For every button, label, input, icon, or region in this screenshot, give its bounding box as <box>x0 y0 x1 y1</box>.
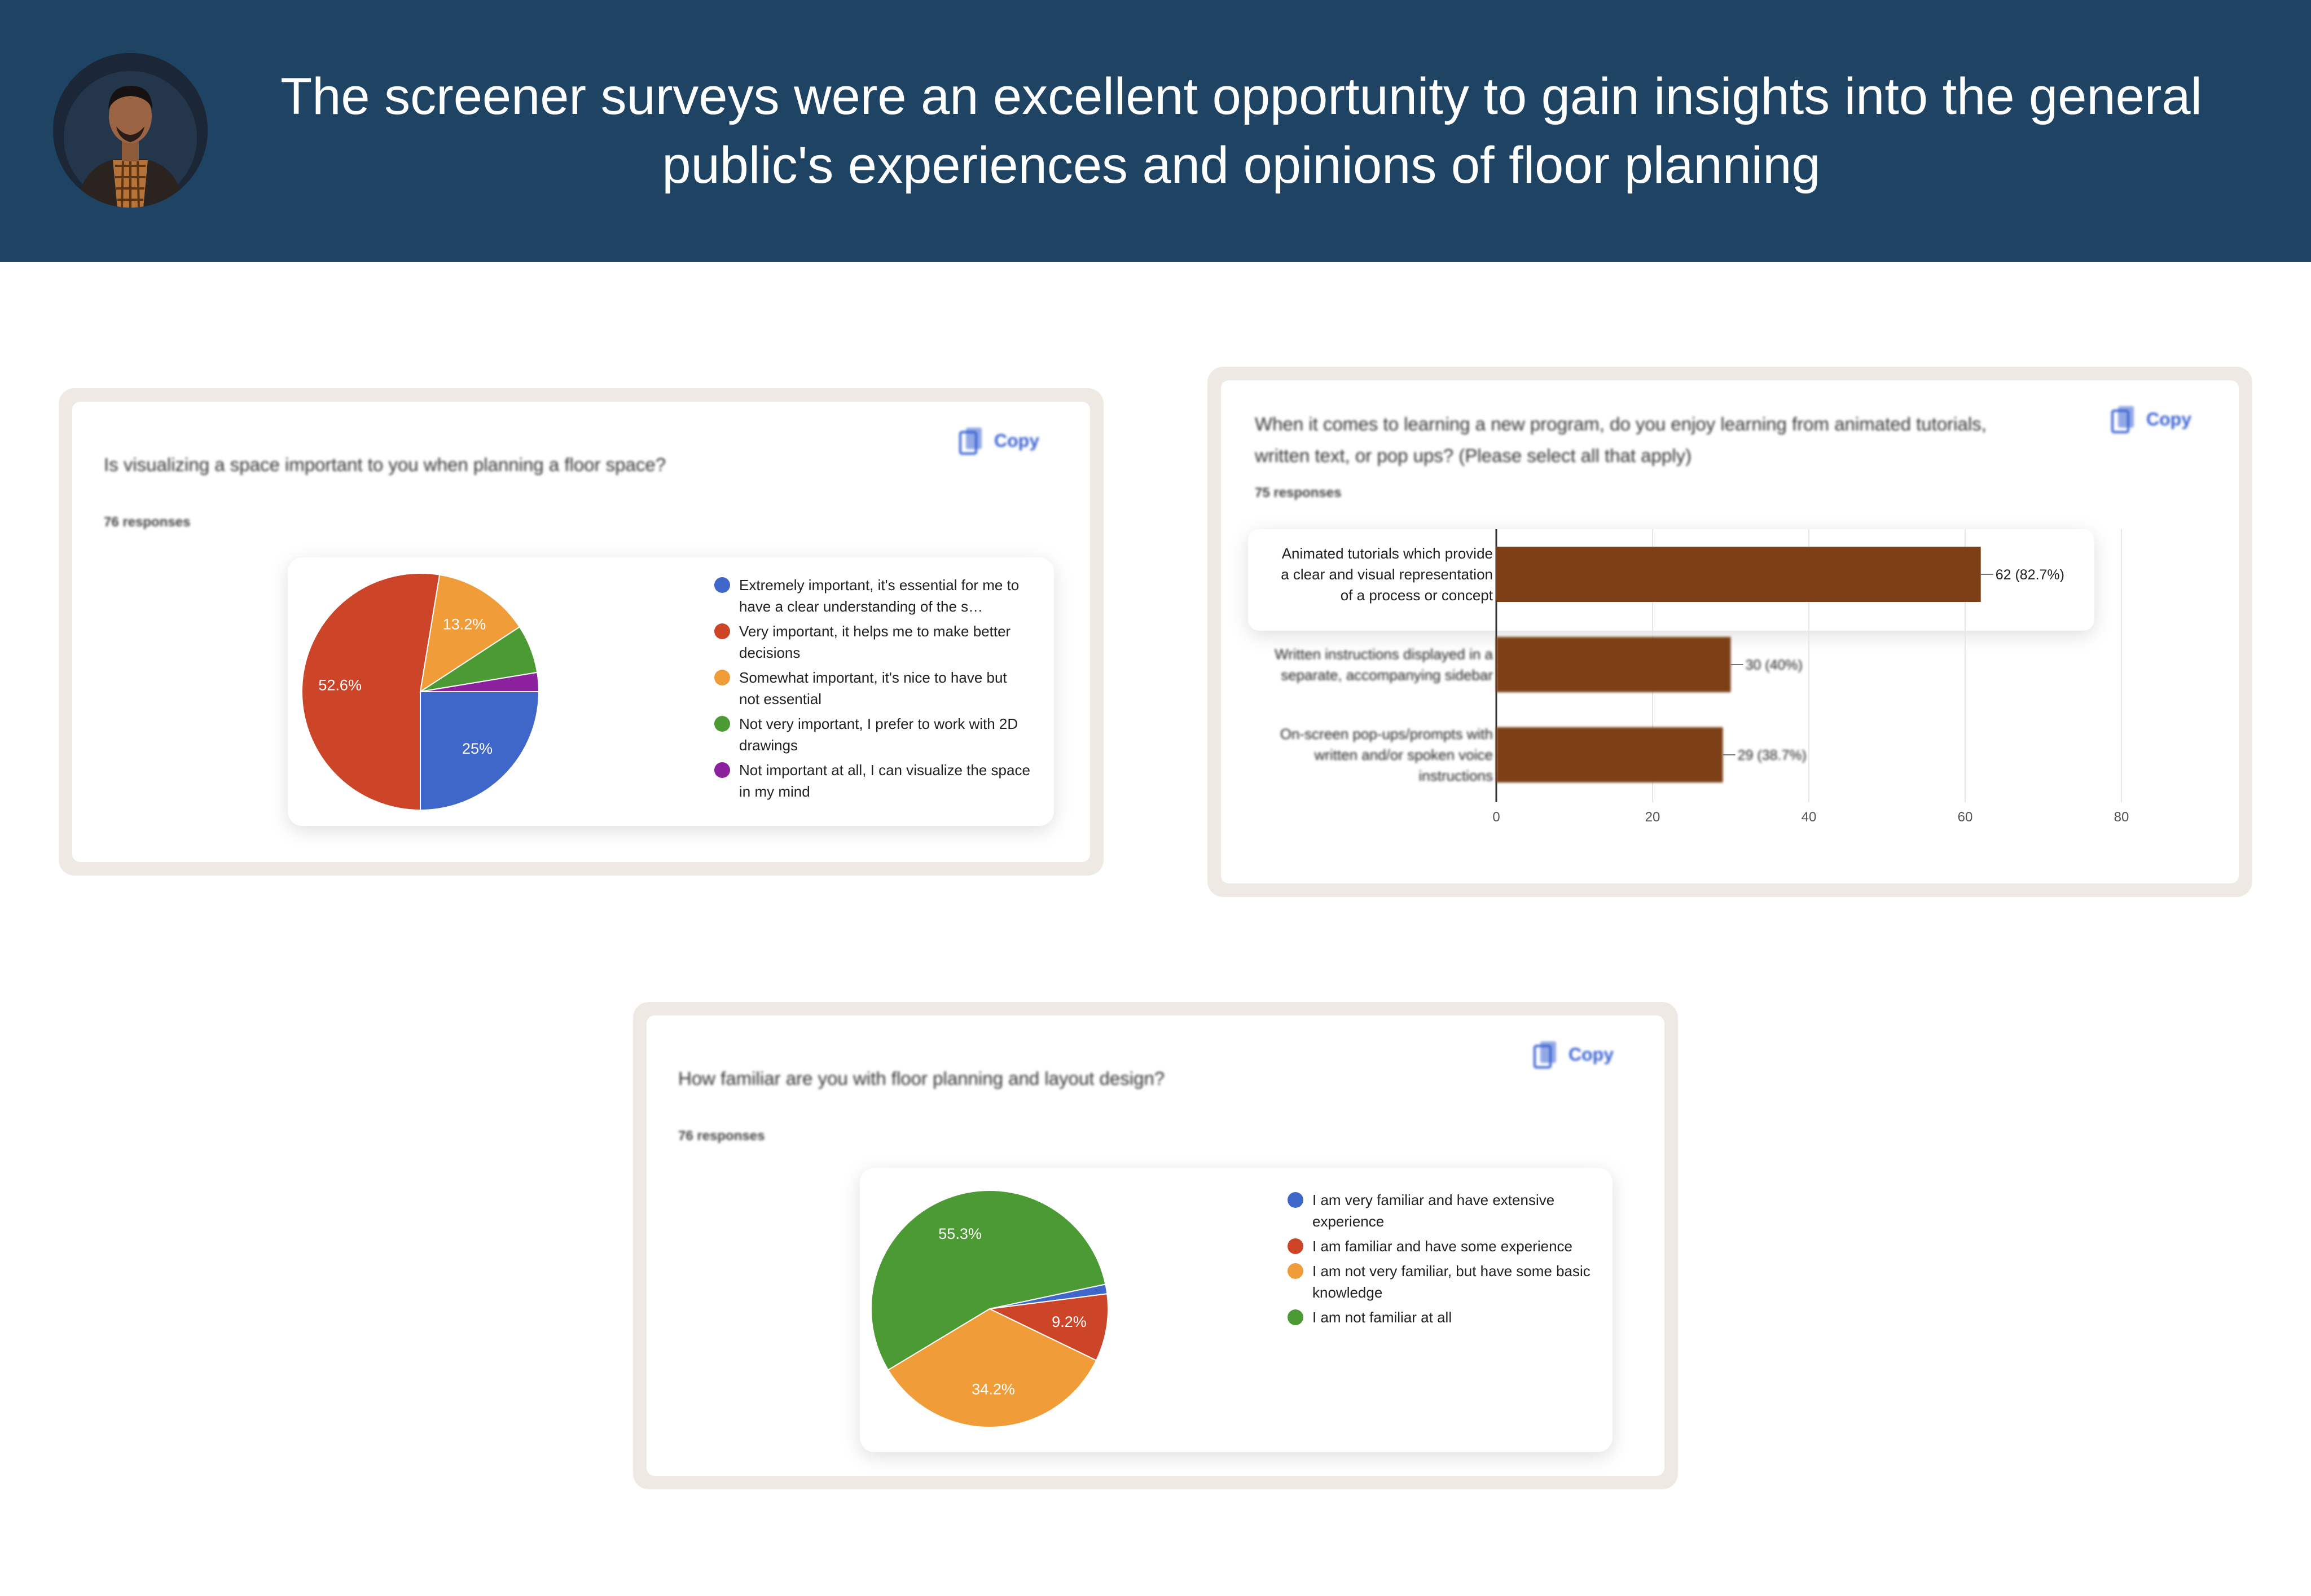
legend-dot <box>714 762 730 778</box>
legend-item: Very important, it helps me to make bett… <box>714 621 1030 663</box>
chart-panel: 9.2% 34.2% 55.3% I am very familiar and ha… <box>860 1168 1613 1452</box>
legend-dot <box>1288 1263 1303 1279</box>
pie-slice <box>871 1190 1106 1371</box>
bar <box>1496 547 1981 602</box>
pie-slice-label: 13.2% <box>443 615 486 632</box>
pie-slice <box>420 691 540 811</box>
legend-item: Somewhat important, it's nice to have bu… <box>714 667 1030 710</box>
avatar <box>53 53 208 208</box>
bar <box>1496 727 1723 782</box>
legend-dot <box>1288 1192 1303 1208</box>
bar <box>1496 637 1731 692</box>
legend-label: Not important at all, I can visualize th… <box>739 762 1030 800</box>
legend-dot <box>714 716 730 732</box>
bar-category-label: Written instructions displayed in a separ… <box>1275 646 1493 684</box>
legend-item: I am very familiar and have extensive ex… <box>1288 1189 1603 1232</box>
legend-dot <box>714 670 730 685</box>
question-title: How familiar are you with floor planning… <box>678 1068 1165 1089</box>
question-title: Is visualizing a space important to you … <box>104 454 666 475</box>
header-banner: The screener surveys were an excellent o… <box>0 0 2311 262</box>
pie-slice <box>420 671 540 692</box>
question-title: When it comes to learning a new program,… <box>1255 414 1987 466</box>
legend-item: Not important at all, I can visualize th… <box>714 759 1030 802</box>
bar-category-label: Animated tutorials which provide a clear … <box>1281 545 1493 604</box>
copy-label: Copy <box>1569 1044 1614 1065</box>
card-visualizing: Is visualizing a space important to you … <box>72 402 1090 862</box>
bar-value-label: 30 (40%) <box>1746 657 1803 673</box>
copy-icon <box>1534 1041 1556 1069</box>
x-tick-label: 20 <box>1645 810 1660 825</box>
legend-label: Extremely important, it's essential for … <box>739 577 1020 615</box>
legend-dot <box>1288 1238 1303 1254</box>
legend-item: I am not very familiar, but have some ba… <box>1288 1260 1603 1303</box>
bar-value-label: 29 (38.7%) <box>1738 748 1807 763</box>
legend-label: I am not very familiar, but have some ba… <box>1312 1263 1591 1301</box>
bar-chart-learning: 0 20 40 60 80 62 (82.7%) Animated tutorials wh… <box>1275 529 2129 825</box>
copy-icon <box>2111 406 2134 433</box>
response-count: 75 responses <box>1255 485 1342 500</box>
pie-slice-label: 55.3% <box>938 1225 982 1242</box>
x-tick-label: 40 <box>1802 810 1817 825</box>
legend-item: Extremely important, it's essential for … <box>714 574 1030 617</box>
x-tick-label: 60 <box>1958 810 1973 825</box>
copy-button[interactable]: Copy <box>959 427 1039 455</box>
legend-label: Not very important, I prefer to work wit… <box>739 715 1018 754</box>
pie-slice <box>987 1293 1109 1361</box>
legend-item: I am familiar and have some experience <box>1288 1236 1603 1257</box>
legend-label: Somewhat important, it's nice to have bu… <box>739 669 1007 707</box>
legend-label: I am very familiar and have extensive ex… <box>1312 1191 1555 1230</box>
pie-slice-label: 52.6% <box>318 676 362 693</box>
response-count: 76 responses <box>678 1128 765 1144</box>
legend-dot <box>1288 1309 1303 1325</box>
pie-slice-label: 25% <box>462 740 493 757</box>
pie-slice <box>419 574 521 693</box>
copy-button[interactable]: Copy <box>2111 405 2191 433</box>
copy-button[interactable]: Copy <box>1534 1040 1614 1069</box>
page-headline: The screener surveys were an excellent o… <box>280 68 2202 194</box>
legend-label: I am familiar and have some experience <box>1312 1238 1573 1255</box>
response-count: 76 responses <box>104 515 191 530</box>
pie-chart-familiarity: 9.2% 34.2% 55.3% <box>871 1190 1109 1428</box>
legend-item: Not very important, I prefer to work wit… <box>714 713 1030 756</box>
pie-slice-label: 34.2% <box>972 1381 1015 1398</box>
pie-slice <box>301 573 441 811</box>
bar-category-label: On-screen pop-ups/prompts with written an… <box>1280 726 1493 784</box>
bar-value-label: 62 (82.7%) <box>1996 567 2064 583</box>
person-photo-icon <box>53 53 208 208</box>
copy-label: Copy <box>2146 408 2191 429</box>
pie-slice-label: 9.2% <box>1052 1313 1087 1330</box>
x-tick-label: 80 <box>2114 810 2129 825</box>
legend-dot <box>714 623 730 639</box>
pie-slice <box>887 1308 1097 1428</box>
legend-label: I am not familiar at all <box>1312 1309 1452 1326</box>
card-learning: When it comes to learning a new program,… <box>1221 380 2239 883</box>
card-familiarity: How familiar are you with floor planning… <box>647 1015 1664 1476</box>
pie-chart-visualizing: 25% 52.6% 13.2% <box>301 573 540 811</box>
legend-label: Very important, it helps me to make bett… <box>739 623 1011 661</box>
legend-dot <box>714 577 730 593</box>
copy-label: Copy <box>994 430 1039 451</box>
legend-item: I am not familiar at all <box>1288 1307 1603 1328</box>
copy-icon <box>959 428 982 455</box>
chart-panel: 25% 52.6% 13.2% Extremely important, it's … <box>288 557 1054 826</box>
x-tick-label: 0 <box>1492 810 1500 825</box>
